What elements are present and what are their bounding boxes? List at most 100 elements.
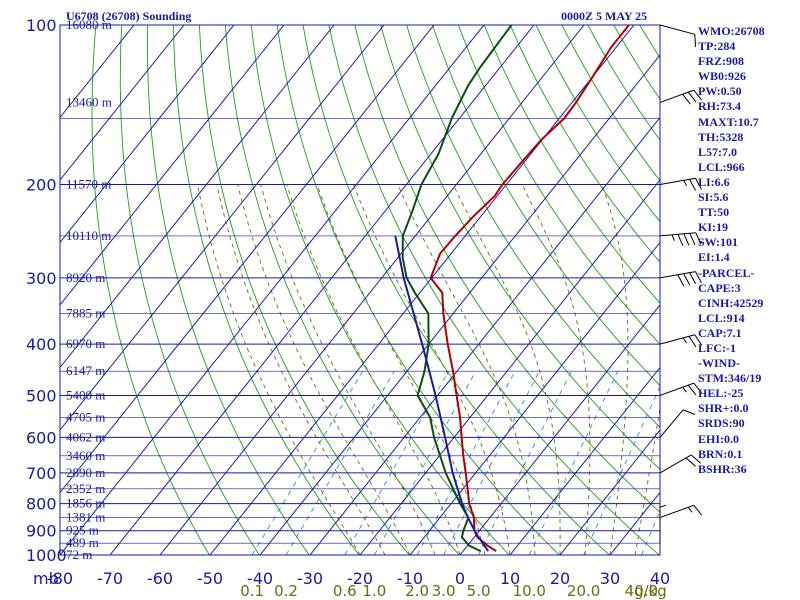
isotherm (409, 241, 660, 555)
height-label: 13460 m (66, 94, 112, 109)
mixing-ratio-label: 0.6 (333, 582, 357, 600)
wind-barb-half (659, 504, 667, 508)
wind-barb-staff (659, 382, 694, 396)
mixing-ratio-label: 5.0 (467, 582, 491, 600)
height-label: 72 m (66, 547, 92, 562)
isotherm (60, 25, 335, 369)
isotherm (359, 179, 660, 555)
height-label: 6147 m (66, 363, 105, 378)
moist-adiabat (521, 184, 591, 555)
index-item: RH:73.4 (698, 99, 741, 114)
temperature-tick-label: -40 (247, 569, 273, 588)
dry-adiabat (328, 25, 660, 555)
index-item: TP:284 (698, 39, 736, 54)
mixing-ratio-line (443, 370, 540, 555)
wind-barb-half (687, 507, 693, 513)
index-item: CAP:7.1 (698, 325, 742, 340)
wind-barb-staff (659, 24, 695, 35)
temperature-tick-label: 30 (600, 569, 620, 588)
mixing-ratio-line (478, 370, 572, 555)
height-label: 2352 m (66, 481, 105, 496)
wind-barb (659, 232, 702, 247)
height-label: 2890 m (66, 465, 105, 480)
isotherm (60, 25, 285, 306)
mixing-ratio-line (640, 509, 660, 555)
moist-adiabat (260, 184, 436, 555)
indices-panel: WMO:26708 TP:284 FRZ:908 WB0:926 PW:0.50 RH:7… (698, 24, 765, 477)
height-label: 5400 m (66, 387, 105, 402)
moist-adiabat (237, 184, 411, 555)
pressure-label: 500 (26, 386, 57, 405)
pressure-label: 700 (26, 464, 57, 483)
isotherm (159, 25, 585, 555)
moist-adiabat (316, 184, 486, 555)
mixing-ratio-label: 40.0 (625, 582, 658, 600)
wind-barb-flag (688, 336, 697, 348)
index-item: LCL:914 (698, 310, 745, 325)
mixing-ratio-label: 1.0 (362, 582, 386, 600)
wind-barb-staff (659, 504, 694, 519)
dry-adiabat (795, 25, 800, 555)
mixing-ratio-label: 20.0 (567, 582, 600, 600)
temperature-tick-label: -80 (47, 569, 73, 588)
wind-barb-flag (685, 457, 696, 467)
wind-barb (659, 382, 703, 396)
wind-barb-flag (683, 273, 691, 286)
height-label: 3460 m (66, 448, 105, 463)
index-item: SRDS:90 (698, 416, 745, 431)
temperature-tick-label: -30 (297, 569, 323, 588)
wind-barb-flag (682, 409, 696, 415)
index-item: WB0:926 (698, 69, 746, 84)
height-label: 10110 m (66, 228, 111, 243)
index-item: BSHR:36 (698, 461, 747, 476)
isotherm (60, 25, 435, 494)
height-label: 4705 m (66, 409, 105, 424)
wind-barb-half (671, 234, 675, 241)
height-label: 1381 m (66, 510, 105, 525)
pressure-label: 400 (26, 335, 57, 354)
wind-barb-staff (659, 334, 695, 345)
mixing-ratio-line (528, 371, 619, 555)
index-item: LFC:-1 (698, 340, 736, 355)
mixing-ratio-line (416, 370, 516, 555)
isotherm (109, 25, 535, 555)
mixing-ratio-label: 2.0 (405, 582, 429, 600)
moist-adiabat (634, 404, 660, 555)
temperature-tick-label: 0 (455, 569, 465, 588)
wind-barb (659, 334, 703, 348)
wind-barb (659, 504, 703, 519)
wind-barb (659, 177, 702, 191)
wind-barb-half (682, 386, 687, 393)
mixing-ratio-label: 3.0 (432, 582, 456, 600)
pressure-label: 200 (26, 176, 57, 195)
mixing-ratio-line (373, 370, 477, 555)
index-item: WMO:26708 (698, 24, 765, 38)
mixing-ratio-line (251, 370, 364, 555)
index-item: -PARCEL- (698, 265, 755, 280)
dewpoint-trace (401, 25, 513, 553)
index-item: SW:101 (698, 235, 739, 250)
isotherm (259, 54, 660, 555)
temperature-tick-label: 40 (650, 569, 670, 588)
wind-barb-flag (695, 178, 702, 190)
wind-barb-flag (689, 233, 696, 246)
temperature-tick-label: -20 (347, 569, 373, 588)
wind-barbs (659, 24, 703, 544)
index-item: TH:5328 (698, 129, 744, 144)
isotherm (60, 25, 485, 555)
index-item: CINH:42529 (698, 295, 764, 310)
isotherm (60, 25, 135, 119)
index-item: HEL:-25 (698, 386, 744, 401)
isotherm (559, 429, 660, 555)
index-item: FRZ:908 (698, 54, 744, 69)
height-label: 4062 m (66, 429, 105, 444)
moist-adiabat (216, 184, 386, 555)
isotherm (60, 25, 185, 181)
wind-barb-flag (683, 233, 690, 246)
index-item: KI:19 (698, 220, 728, 235)
wind-barb-flag (687, 91, 697, 103)
wind-barb-flag (693, 89, 703, 101)
dry-adiabat (119, 25, 260, 555)
moist-adiabat (397, 184, 536, 555)
